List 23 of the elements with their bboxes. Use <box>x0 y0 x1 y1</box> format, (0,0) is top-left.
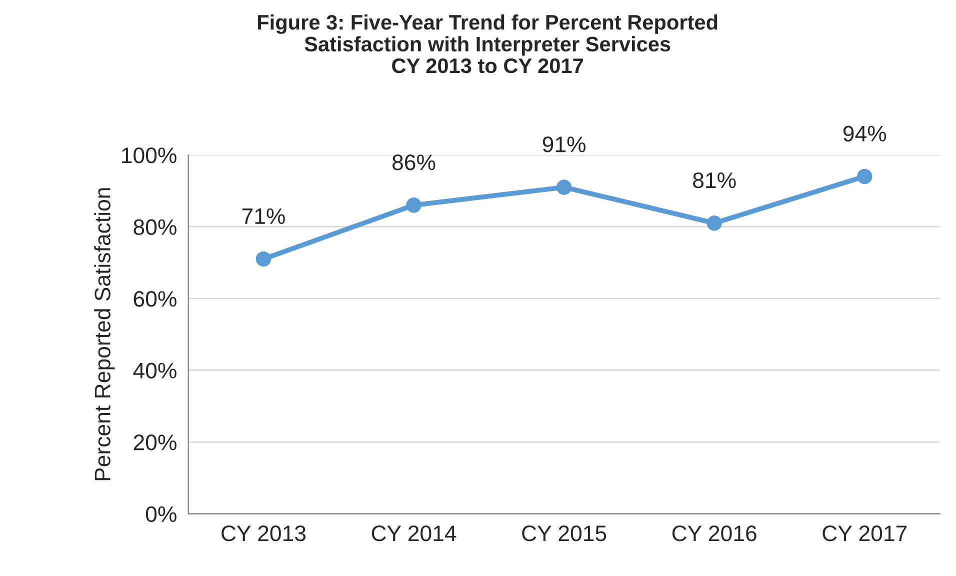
y-tick-label: 20% <box>134 434 176 450</box>
point <box>556 180 572 195</box>
point <box>406 198 422 213</box>
x-tick-label: CY 2016 <box>672 525 756 542</box>
y-tick-label: 100% <box>122 147 176 164</box>
y-tick-label: 0% <box>146 506 176 522</box>
data-label: 81% <box>693 172 736 188</box>
point <box>856 168 872 184</box>
x-tick-label: CY 2015 <box>522 525 606 542</box>
data-label: 94% <box>843 126 886 142</box>
point <box>256 251 272 267</box>
y-tick-label: 80% <box>134 219 176 235</box>
point <box>706 215 722 231</box>
data-label: 91% <box>542 136 586 152</box>
x-tick-label: CY 2014 <box>372 525 456 542</box>
data-label: 86% <box>392 154 436 170</box>
x-tick-label: CY 2013 <box>222 525 306 542</box>
y-tick-label: 60% <box>134 291 176 307</box>
data-label: 71% <box>242 208 285 224</box>
chart-title: Figure 3: Five-Year Trend for Percent Reported Satisfaction with Interpreter Services CY 2013 to CY 2017 <box>258 14 718 74</box>
y-tick-label: 40% <box>133 362 176 379</box>
x-tick-label: CY 2017 <box>822 525 907 542</box>
y-axis-title: Percent Reported Satisfaction <box>94 188 115 480</box>
